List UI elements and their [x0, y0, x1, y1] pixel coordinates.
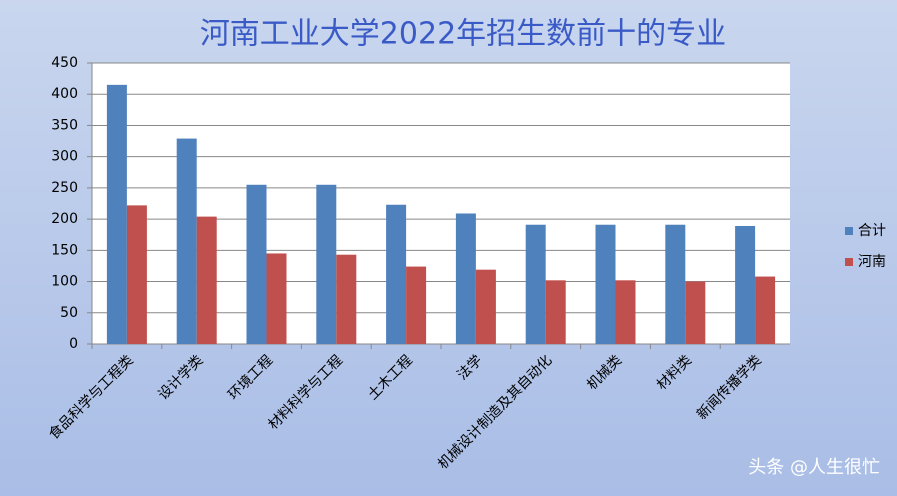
bar	[665, 224, 686, 344]
bar	[455, 213, 476, 344]
y-tick-label: 200	[51, 211, 78, 227]
legend-label: 河南	[858, 254, 886, 270]
bar	[316, 184, 337, 344]
bar	[595, 224, 616, 344]
bar	[406, 266, 427, 344]
bar	[685, 281, 706, 344]
y-tick-label: 0	[69, 336, 78, 352]
bar	[735, 225, 756, 344]
bar	[525, 224, 546, 344]
bar	[176, 138, 197, 344]
y-tick-label: 100	[51, 274, 78, 290]
bar	[126, 205, 147, 344]
bar	[106, 84, 127, 344]
y-tick-label: 350	[51, 117, 78, 133]
bar	[246, 184, 267, 344]
bar	[336, 254, 357, 344]
bar	[266, 253, 287, 344]
legend-swatch	[845, 258, 853, 266]
chart-title: 河南工业大学2022年招生数前十的专业	[200, 17, 726, 52]
bar	[196, 216, 217, 344]
legend-swatch	[845, 227, 853, 235]
y-tick-label: 250	[51, 180, 78, 196]
y-tick-label: 400	[51, 86, 78, 102]
legend-label: 合计	[858, 223, 886, 239]
bar	[386, 204, 407, 344]
bar	[545, 280, 566, 344]
y-tick-label: 300	[51, 149, 78, 165]
y-tick-label: 450	[51, 55, 78, 71]
bar	[615, 280, 636, 344]
y-tick-label: 150	[51, 242, 78, 258]
bar	[755, 276, 776, 344]
bar	[475, 269, 496, 344]
y-tick-label: 50	[60, 305, 78, 321]
watermark: 头条 @人生很忙	[748, 457, 880, 478]
